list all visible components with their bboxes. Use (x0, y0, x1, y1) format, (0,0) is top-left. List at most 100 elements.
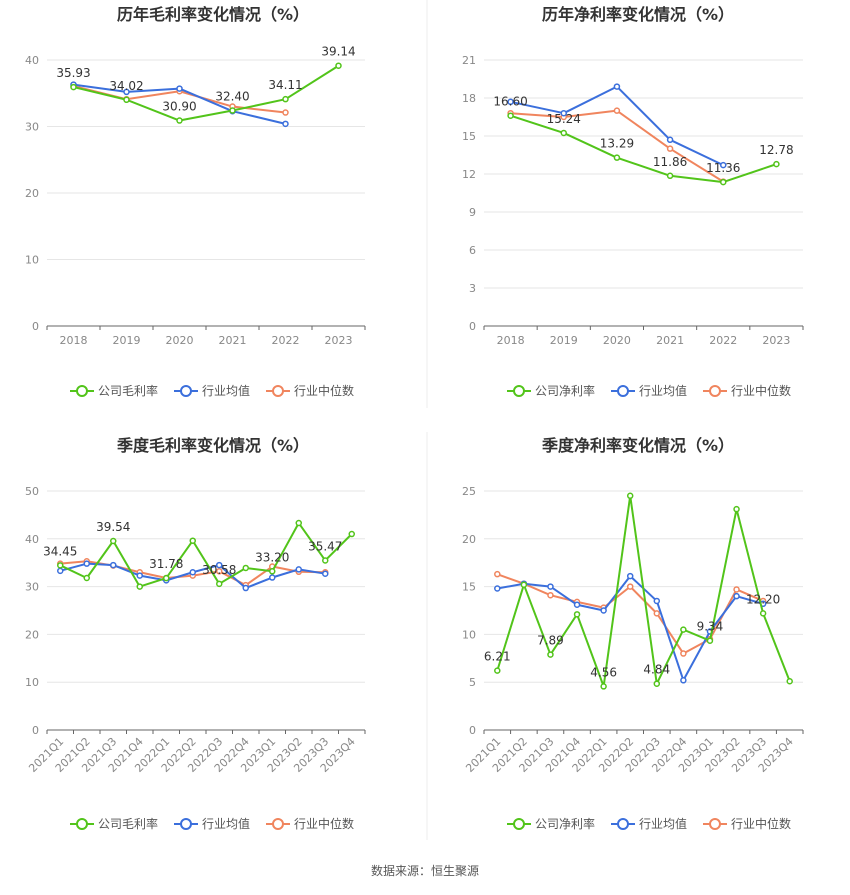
chart-3-series-1-point (216, 580, 223, 588)
chart-1-x-tick-label: 2022 (272, 334, 300, 347)
chart-1-data-label: 34.11 (268, 78, 302, 92)
chart-2-data-label: 15.24 (547, 112, 581, 126)
chart-4-data-label: 12.20 (746, 592, 780, 606)
chart-4-series-2-point (600, 607, 607, 614)
chart-1-series-2-point (282, 120, 289, 128)
chart-2-y-tick-label: 18 (462, 92, 476, 105)
chart-2-series-3-point (613, 107, 621, 114)
chart-3-legend-2-label[interactable]: 行业均值 (202, 816, 250, 831)
chart-4-y-tick-label: 25 (462, 485, 476, 498)
chart-3-series-1-point (57, 562, 64, 569)
chart-1-x-tick-label: 2021 (219, 334, 247, 347)
chart-1-series-1-line (73, 64, 340, 122)
chart-4-y-tick-label: 15 (462, 581, 476, 594)
chart-4-legend-1-label[interactable]: 公司净利率 (535, 816, 595, 831)
chart-1-x-tick-label: 2018 (60, 334, 88, 347)
chart-4-series-2-point (494, 585, 501, 592)
chart-1-legend-3-label[interactable]: 行业中位数 (294, 383, 354, 398)
chart-2-legend-2-label[interactable]: 行业均值 (639, 383, 687, 398)
chart-3-series-1-point (269, 568, 276, 575)
chart-2-series-1-point (560, 129, 567, 137)
chart-1-series-1-point (229, 107, 236, 114)
chart-2-x-tick-label: 2021 (656, 334, 684, 347)
chart-3-series-2-point (295, 566, 302, 573)
chart-2-series-2-point (720, 161, 727, 169)
chart-3-title: 季度毛利率变化情况（%） (116, 436, 309, 455)
chart-1-series-1-point (335, 62, 342, 69)
chart-3-legend-3-marker[interactable] (272, 818, 284, 830)
chart-1-legend-2-marker[interactable] (180, 385, 192, 397)
chart-1-x-tick-label: 2020 (166, 334, 194, 347)
chart-3-data-label: 35.47 (308, 539, 342, 553)
chart-2-y-tick-label: 0 (469, 320, 476, 333)
chart-3-data-label: 34.45 (43, 544, 77, 558)
chart-2-series-1-point (613, 154, 621, 161)
chart-4-series-1-point (680, 626, 687, 633)
chart-4-y-tick-label: 20 (462, 533, 476, 546)
chart-4-legend-2-marker[interactable] (617, 818, 629, 830)
chart-3-series-2-point (322, 570, 329, 577)
chart-3-series-2-point (269, 574, 276, 581)
chart-2-series-2-point (613, 83, 621, 90)
chart-4-series-1-point (759, 610, 767, 617)
chart-4-series-2-point (653, 597, 661, 605)
chart-4-series-1-point (653, 680, 661, 687)
chart-1-data-label: 30.90 (162, 100, 196, 114)
chart-2-data-label: 11.86 (653, 155, 687, 169)
chart-3-series-1-point (322, 557, 329, 564)
chart-4-series-2-point (547, 583, 554, 590)
chart-1-legend-1-marker[interactable] (76, 385, 88, 397)
chart-2-data-label: 11.36 (706, 161, 740, 175)
chart-3-series-1-point (295, 519, 302, 527)
chart-4-legend-2-label[interactable]: 行业均值 (639, 816, 687, 831)
chart-4-series-3-point (547, 591, 554, 599)
chart-2-legend-1-marker[interactable] (513, 385, 525, 397)
chart-2-legend-3-marker[interactable] (709, 385, 721, 397)
chart-3-legend-1-label[interactable]: 公司毛利率 (98, 816, 158, 831)
chart-4-series-1-point (573, 611, 581, 618)
chart-1-series-3-point (282, 109, 289, 116)
chart-2-x-tick-label: 2022 (709, 334, 737, 347)
chart-4-series-3-point (653, 610, 661, 617)
chart-2-series-1-point (666, 172, 674, 180)
chart-1-data-label: 34.02 (109, 79, 143, 93)
chart-1-x-tick-label: 2023 (325, 334, 353, 347)
chart-1-legend-2-label[interactable]: 行业均值 (202, 383, 250, 398)
chart-2-data-label: 13.29 (600, 137, 634, 151)
chart-2-series-1-line (510, 114, 777, 184)
chart-4-legend-1-marker[interactable] (513, 818, 525, 830)
chart-4-legend-3-marker[interactable] (709, 818, 721, 830)
chart-1-y-tick-label: 0 (32, 320, 39, 333)
chart-3-legend-1-marker[interactable] (76, 818, 88, 830)
chart-2-series-1-point (720, 178, 727, 186)
chart-1-legend-1-label[interactable]: 公司毛利率 (98, 383, 158, 398)
chart-4-legend-3-label[interactable]: 行业中位数 (731, 816, 791, 831)
chart-4-series-1-point (626, 492, 634, 500)
chart-1-series-2-point (176, 85, 183, 92)
chart-4-series-1-point (494, 667, 501, 674)
chart-4-y-tick-label: 5 (469, 676, 476, 689)
chart-2-legend-1-label[interactable]: 公司净利率 (535, 383, 595, 398)
chart-3-series-1-point (242, 564, 249, 572)
chart-2-legend-2-marker[interactable] (617, 385, 629, 397)
chart-4-y-tick-label: 0 (469, 724, 476, 737)
chart-4-series-3-point (494, 570, 501, 578)
chart-1-title: 历年毛利率变化情况（%） (117, 5, 309, 24)
chart-2-y-tick-label: 12 (462, 168, 476, 181)
chart-4-data-label: 7.89 (537, 634, 564, 648)
chart-3-series-3-point (216, 568, 223, 575)
chart-1-y-tick-label: 20 (25, 187, 39, 200)
chart-3-series-2-point (57, 567, 64, 575)
chart-2-title: 历年净利率变化情况（%） (542, 5, 734, 24)
chart-1-data-label: 35.93 (56, 66, 90, 80)
chart-3-series-1-point (136, 583, 143, 590)
chart-3-series-2-point (216, 561, 223, 569)
chart-4-series-1-line (496, 494, 791, 688)
chart-4-series-2-point (733, 592, 740, 600)
chart-2-legend-3-label[interactable]: 行业中位数 (731, 383, 791, 398)
chart-2-x-tick-label: 2019 (550, 334, 578, 347)
chart-3-legend-3-label[interactable]: 行业中位数 (294, 816, 354, 831)
chart-1-legend-3-marker[interactable] (272, 385, 284, 397)
chart-3-legend-2-marker[interactable] (180, 818, 192, 830)
